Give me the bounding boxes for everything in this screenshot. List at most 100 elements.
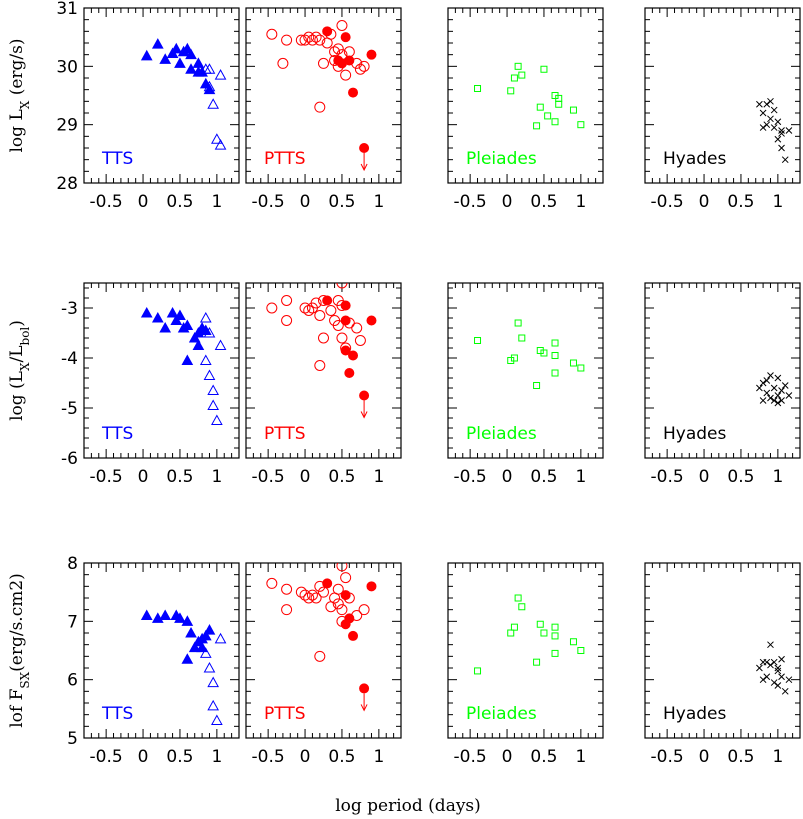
- data-point: [140, 49, 153, 61]
- data-point: [756, 664, 763, 672]
- data-point: [336, 283, 348, 289]
- data-point: [340, 32, 351, 43]
- data-point: [518, 71, 526, 79]
- data-point: [207, 699, 220, 711]
- data-point: [299, 302, 311, 314]
- data-point: [310, 297, 322, 309]
- data-point: [756, 384, 763, 392]
- data-point: [318, 332, 329, 344]
- data-point: [359, 143, 370, 153]
- data-point: [348, 87, 359, 98]
- data-point: [192, 339, 205, 350]
- data-point: [332, 583, 344, 595]
- x-tick-label: 0: [699, 467, 710, 487]
- data-point: [551, 352, 559, 359]
- data-point: [159, 53, 172, 64]
- panel-label-PTTS: PTTS: [264, 704, 306, 724]
- data-point: [181, 354, 194, 365]
- data-point: [159, 609, 172, 620]
- x-tick-label: 0: [502, 467, 513, 487]
- panel-frame: [644, 562, 801, 739]
- data-point: [551, 118, 559, 126]
- data-point: [577, 364, 585, 372]
- upper-limit-arrow: [360, 693, 368, 712]
- data-point: [207, 384, 220, 395]
- data-point: [318, 586, 329, 598]
- data-point: [514, 319, 522, 327]
- x-tick-label: 1: [772, 747, 783, 767]
- x-tick-label: 1: [211, 467, 222, 487]
- x-tick-label: 1: [772, 467, 783, 487]
- data-point: [174, 57, 186, 68]
- panel-label-PTTS: PTTS: [264, 149, 306, 169]
- panel-LxLbol-PTTS: -0.5 0 0.5 1 PTTS: [245, 282, 402, 487]
- data-point: [322, 26, 333, 37]
- data-point: [569, 359, 577, 367]
- data-point: [281, 583, 293, 595]
- y-tick-label: -4: [61, 349, 78, 369]
- data-point: [306, 589, 318, 601]
- data-point: [540, 65, 548, 73]
- x-tick-label: -0.5: [90, 192, 123, 212]
- data-point: [354, 63, 366, 75]
- data-point: [763, 121, 771, 129]
- data-point: [344, 368, 355, 378]
- data-point: [774, 135, 782, 143]
- data-point: [211, 133, 223, 144]
- data-point: [569, 638, 577, 646]
- data-point: [774, 667, 782, 675]
- data-point: [507, 629, 515, 637]
- data-point: [770, 679, 778, 686]
- data-point: [314, 360, 326, 371]
- x-tick-label: 1: [575, 192, 586, 212]
- data-point: [310, 592, 322, 604]
- data-point: [354, 335, 366, 346]
- x-tick-label: 1: [211, 747, 222, 767]
- panel-label-Hyades: Hyades: [663, 149, 727, 169]
- panel-frame: [447, 7, 604, 184]
- data-point: [770, 124, 778, 131]
- data-point: [332, 43, 344, 55]
- data-point: [774, 399, 782, 407]
- x-tick-label: 1: [373, 747, 384, 767]
- y-tick-label: 6: [67, 671, 78, 691]
- panel-label-Pleiades: Pleiades: [466, 149, 537, 169]
- data-point: [314, 650, 326, 662]
- data-point: [781, 687, 789, 695]
- data-point: [281, 295, 293, 306]
- x-tick-label: 0.5: [530, 747, 557, 767]
- data-point: [303, 592, 315, 604]
- panel-Fsx-Hyades: -0.5 0 0.5 1 Hyades: [644, 562, 801, 767]
- data-point: [332, 295, 344, 306]
- data-point: [214, 139, 227, 150]
- panel-label-Pleiades: Pleiades: [466, 704, 537, 724]
- x-tick-label: 0.5: [727, 467, 754, 487]
- data-point: [211, 714, 223, 725]
- x-tick-label: 0: [300, 192, 311, 212]
- data-point: [774, 392, 782, 399]
- data-point: [332, 598, 344, 610]
- data-point: [336, 20, 348, 31]
- x-tick-label: -0.5: [90, 747, 123, 767]
- data-point: [281, 315, 293, 326]
- y-tick-label: 5: [67, 729, 78, 749]
- x-tick-label: 0: [502, 747, 513, 767]
- data-point: [533, 382, 541, 389]
- data-point: [366, 581, 377, 592]
- panel-Lx-PTTS: -0.5 0 0.5 1 PTTS: [245, 7, 402, 212]
- data-point: [759, 109, 767, 117]
- y-axis-title-Lx: log LX (erg/s): [7, 39, 32, 153]
- data-point: [344, 613, 355, 624]
- x-tick-label: 0: [300, 747, 311, 767]
- x-tick-label: 0: [138, 467, 149, 487]
- x-tick-label: -0.5: [454, 467, 487, 487]
- data-point: [207, 399, 220, 410]
- data-point: [303, 305, 315, 316]
- data-point: [203, 83, 216, 95]
- data-point: [211, 414, 223, 425]
- data-point: [510, 354, 518, 362]
- y-tick-label: -6: [61, 449, 78, 469]
- data-point: [767, 372, 774, 379]
- data-point: [474, 85, 482, 92]
